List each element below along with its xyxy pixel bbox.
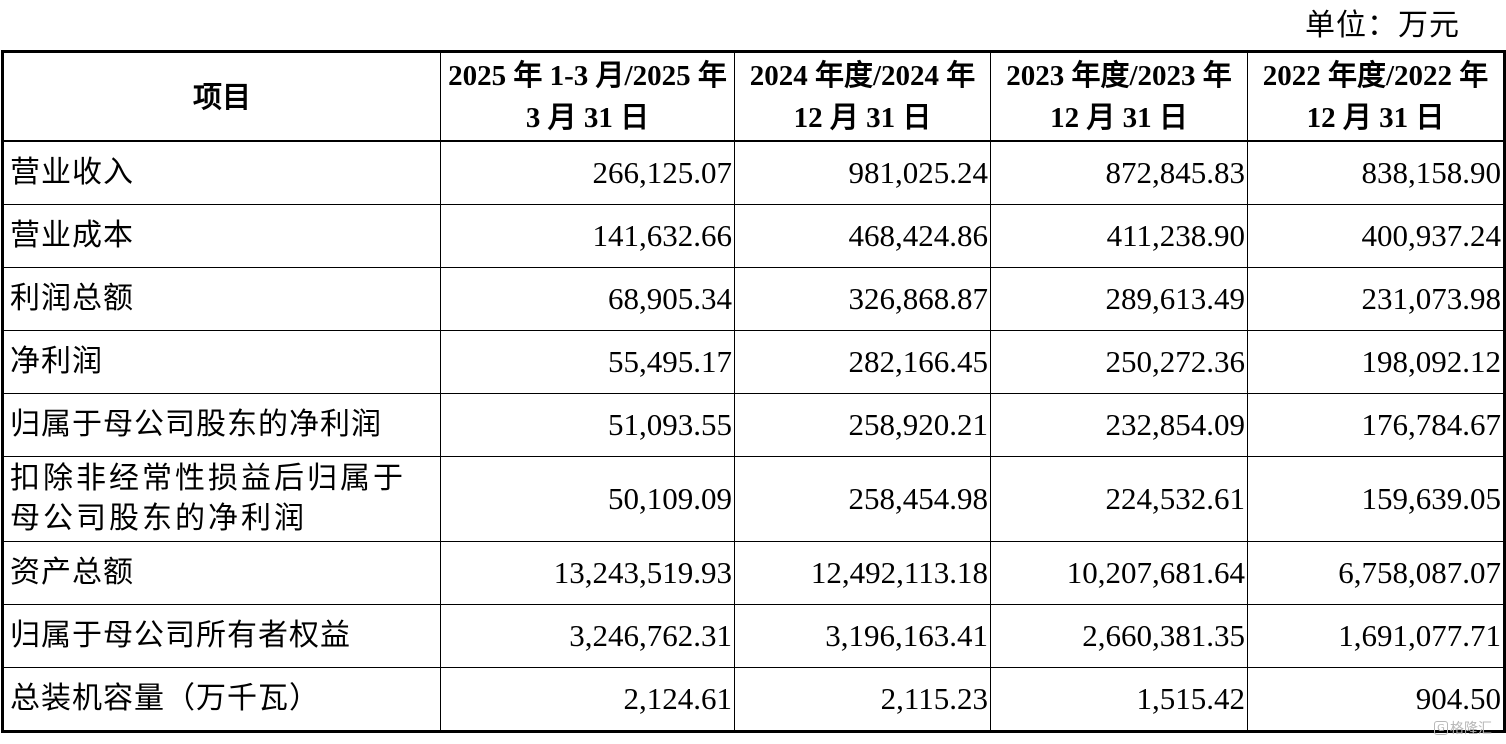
- cell-value: 326,868.87: [734, 267, 991, 331]
- cell-value: 6,758,087.07: [1247, 541, 1506, 605]
- table-row: 归属于母公司所有者权益 3,246,762.31 3,196,163.41 2,…: [1, 604, 1506, 668]
- row-label: 营业成本: [1, 204, 441, 268]
- table-row: 扣除非经常性损益后归属于母公司股东的净利润 50,109.09 258,454.…: [1, 456, 1506, 542]
- row-label: 归属于母公司所有者权益: [1, 604, 441, 668]
- row-label: 营业收入: [1, 140, 441, 205]
- cell-value: 904.50: [1247, 667, 1506, 733]
- cell-value: 198,092.12: [1247, 330, 1506, 394]
- cell-value: 231,073.98: [1247, 267, 1506, 331]
- cell-value: 250,272.36: [990, 330, 1248, 394]
- table-row: 总装机容量（万千瓦） 2,124.61 2,115.23 1,515.42 90…: [1, 667, 1506, 733]
- row-label: 总装机容量（万千瓦）: [1, 667, 441, 733]
- cell-value: 224,532.61: [990, 456, 1248, 542]
- cell-value: 159,639.05: [1247, 456, 1506, 542]
- table-row: 利润总额 68,905.34 326,868.87 289,613.49 231…: [1, 267, 1506, 331]
- cell-value: 1,691,077.71: [1247, 604, 1506, 668]
- cell-value: 1,515.42: [990, 667, 1248, 733]
- watermark: G 格隆汇: [1434, 718, 1492, 738]
- cell-value: 2,124.61: [440, 667, 735, 733]
- cell-value: 400,937.24: [1247, 204, 1506, 268]
- table-row: 净利润 55,495.17 282,166.45 250,272.36 198,…: [1, 330, 1506, 394]
- cell-value: 289,613.49: [990, 267, 1248, 331]
- cell-value: 258,920.21: [734, 393, 991, 457]
- table-row: 营业收入 266,125.07 981,025.24 872,845.83 83…: [1, 140, 1506, 205]
- watermark-text: 格隆汇: [1450, 721, 1492, 737]
- header-item: 项目: [1, 50, 441, 142]
- row-label: 归属于母公司股东的净利润: [1, 393, 441, 457]
- cell-value: 176,784.67: [1247, 393, 1506, 457]
- cell-value: 12,492,113.18: [734, 541, 991, 605]
- row-label: 扣除非经常性损益后归属于母公司股东的净利润: [1, 456, 441, 542]
- cell-value: 141,632.66: [440, 204, 735, 268]
- cell-value: 232,854.09: [990, 393, 1248, 457]
- cell-value: 258,454.98: [734, 456, 991, 542]
- cell-value: 10,207,681.64: [990, 541, 1248, 605]
- row-label: 资产总额: [1, 541, 441, 605]
- cell-value: 51,093.55: [440, 393, 735, 457]
- cell-value: 838,158.90: [1247, 140, 1506, 205]
- table-row: 资产总额 13,243,519.93 12,492,113.18 10,207,…: [1, 541, 1506, 605]
- row-label: 利润总额: [1, 267, 441, 331]
- cell-value: 411,238.90: [990, 204, 1248, 268]
- cell-value: 981,025.24: [734, 140, 991, 205]
- cell-value: 468,424.86: [734, 204, 991, 268]
- cell-value: 13,243,519.93: [440, 541, 735, 605]
- cell-value: 3,246,762.31: [440, 604, 735, 668]
- cell-value: 266,125.07: [440, 140, 735, 205]
- row-label: 净利润: [1, 330, 441, 394]
- cell-value: 282,166.45: [734, 330, 991, 394]
- cell-value: 2,115.23: [734, 667, 991, 733]
- cell-value: 50,109.09: [440, 456, 735, 542]
- cell-value: 55,495.17: [440, 330, 735, 394]
- cell-value: 68,905.34: [440, 267, 735, 331]
- cell-value: 3,196,163.41: [734, 604, 991, 668]
- header-col-2023: 2023 年度/2023 年 12 月 31 日: [990, 50, 1248, 142]
- header-col-2022: 2022 年度/2022 年 12 月 31 日: [1247, 50, 1506, 142]
- cell-value: 2,660,381.35: [990, 604, 1248, 668]
- gelonghui-logo-icon: G: [1434, 721, 1448, 735]
- unit-label: 单位：万元: [1305, 8, 1460, 43]
- table-row: 归属于母公司股东的净利润 51,093.55 258,920.21 232,85…: [1, 393, 1506, 457]
- cell-value: 872,845.83: [990, 140, 1248, 205]
- table-header-row: 项目 2025 年 1-3 月/2025 年 3 月 31 日 2024 年度/…: [1, 50, 1506, 142]
- table-row: 营业成本 141,632.66 468,424.86 411,238.90 40…: [1, 204, 1506, 268]
- header-col-2025q1: 2025 年 1-3 月/2025 年 3 月 31 日: [440, 50, 735, 142]
- header-col-2024: 2024 年度/2024 年 12 月 31 日: [734, 50, 991, 142]
- financial-summary-table: 项目 2025 年 1-3 月/2025 年 3 月 31 日 2024 年度/…: [1, 50, 1506, 733]
